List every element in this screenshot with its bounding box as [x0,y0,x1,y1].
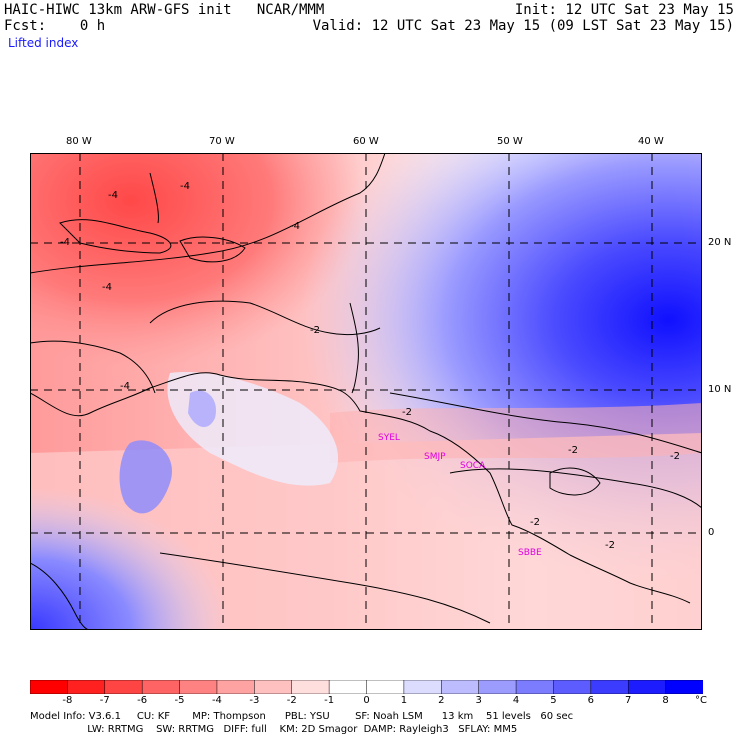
colorbar-swatch [478,680,517,694]
colorbar-tick-label: -2 [286,695,297,706]
model-info-line2: LW: RRTMG SW: RRTMG DIFF: full KM: 2D Sm… [30,724,518,735]
map-border [30,153,702,630]
colorbar-tick-label: -4 [211,695,222,706]
forecast-hour: Fcst: 0 h [4,18,106,34]
lon-label-50w: 50 W [497,136,523,147]
field-name: Lifted index [8,36,79,50]
colorbar-tick-label: 4 [512,695,520,706]
colorbar-tick-label: 8 [662,695,669,706]
lifted-index-map: -4 -4 -4 -4 -4 -4 -2 -2 -2 -2 -2 -2 SYEL… [30,153,702,630]
colorbar-swatch [254,680,293,694]
contour-label: -2 [605,540,615,551]
lat-label-0: 0 [708,527,715,538]
lon-label-40w: 40 W [638,136,664,147]
contour-label: -2 [402,407,412,418]
contour-label: -4 [180,181,190,192]
colorbar-swatch [366,680,405,694]
contour-label: -4 [108,190,118,201]
colorbar-tick-label: 1 [400,695,408,706]
contour-label: -4 [60,237,70,248]
colorbar-tick-label: -8 [62,695,73,706]
contour-label: -2 [670,451,680,462]
colorbar-swatch [104,680,143,694]
colorbar-tick-label: 3 [475,695,482,706]
station-label: SBBE [518,548,542,558]
colorbar-tick-label: 0 [363,695,370,706]
contour-label: -4 [120,381,130,392]
model-info-line1: Model Info: V3.6.1 CU: KF MP: Thompson P… [30,711,574,722]
colorbar-swatch [141,680,181,694]
init-time: Init: 12 UTC Sat 23 May 15 [514,2,734,18]
colorbar-swatch [328,680,368,694]
colorbar [30,680,703,694]
lon-label-80w: 80 W [66,136,92,147]
lon-label-60w: 60 W [353,136,379,147]
coastlines [30,172,691,630]
contour-label: -4 [102,282,112,293]
contour-label: -4 [290,221,300,232]
lat-label-10n: 10 N [708,384,732,395]
valid-time: Valid: 12 UTC Sat 23 May 15 (09 LST Sat … [312,18,734,34]
colorbar-tick-label: -3 [249,695,260,706]
colorbar-swatch [216,680,255,694]
contour-label: -2 [568,445,578,456]
station-label: SOCA [460,461,486,471]
contour-label: -2 [530,517,540,528]
colorbar-tick-label: 2 [438,695,445,706]
lon-label-70w: 70 W [209,136,235,147]
colorbar-swatch [590,680,629,694]
contour-label: -2 [310,325,320,336]
colorbar-swatch [67,680,106,694]
lat-label-20n: 20 N [708,237,732,248]
lat-lon-grid [30,153,702,630]
map-title: HAIC-HIWC 13km ARW-GFS init NCAR/MMM [4,2,325,18]
colorbar-tick-label: 6 [587,695,595,706]
colorbar-swatch [179,680,218,694]
station-label: SYEL [378,433,400,443]
colorbar-swatch [403,680,442,694]
colorbar-swatch [441,680,480,694]
colorbar-tick-label: -1 [324,695,335,706]
colorbar-tick-label: 5 [550,695,557,706]
colorbar-swatch [627,680,667,694]
colorbar-swatch [30,680,68,694]
contour-lines [30,153,702,624]
colorbar-swatch [291,680,330,694]
colorbar-tick-label: 7 [625,695,632,706]
colorbar-unit: °C [695,695,707,706]
colorbar-swatch [515,680,554,694]
colorbar-swatch [665,680,703,694]
colorbar-tick-label: -6 [137,695,148,706]
colorbar-swatch [553,680,592,694]
station-label: SMJP [424,452,446,462]
colorbar-tick-label: -5 [174,695,185,706]
colorbar-tick-label: -7 [99,695,110,706]
